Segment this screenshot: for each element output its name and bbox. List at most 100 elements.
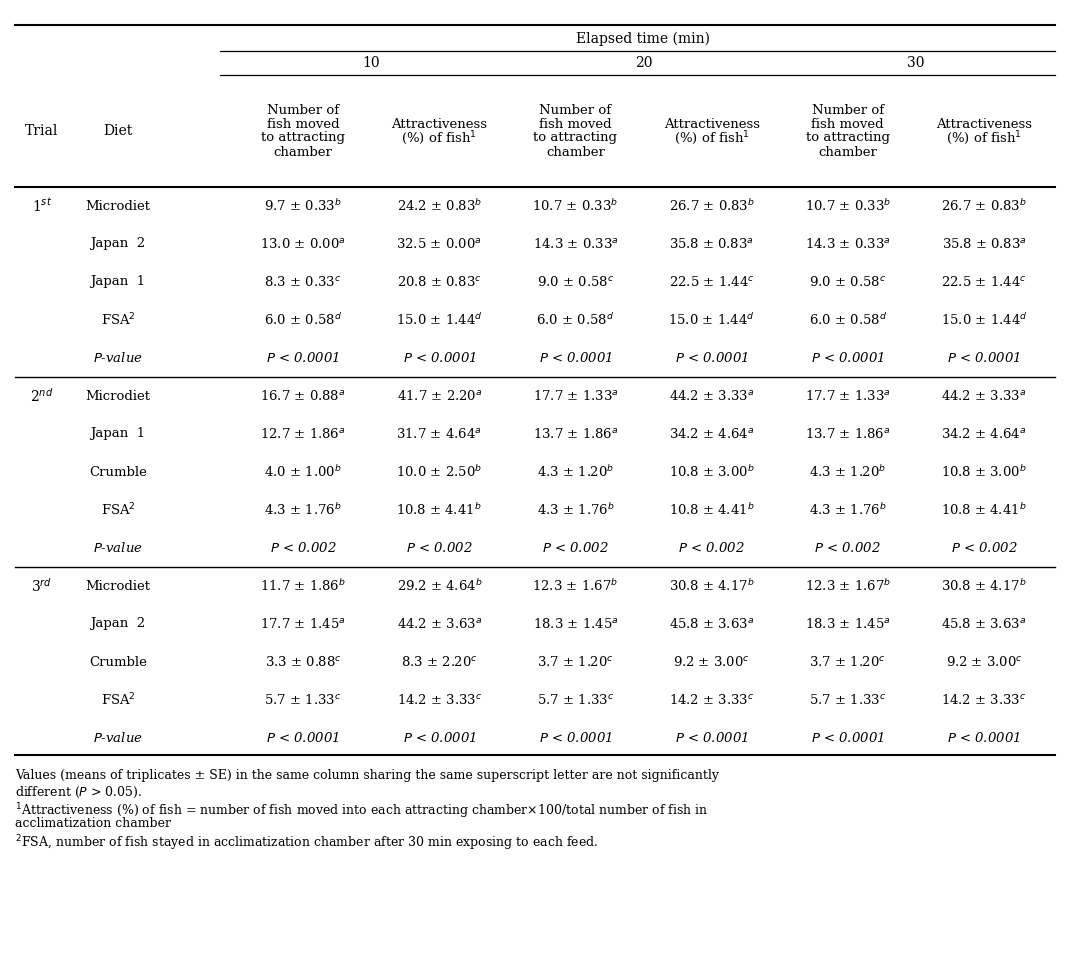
Text: 44.2 ± 3.63$^{a}$: 44.2 ± 3.63$^{a}$ [396,617,482,631]
Text: 4.3 ± 1.76$^{b}$: 4.3 ± 1.76$^{b}$ [808,502,886,518]
Text: Trial: Trial [26,124,59,138]
Text: FSA$^{2}$: FSA$^{2}$ [100,311,136,329]
Text: Diet: Diet [104,124,132,138]
Text: to attracting: to attracting [261,132,345,144]
Text: chamber: chamber [273,145,332,159]
Text: 14.3 ± 0.33$^{a}$: 14.3 ± 0.33$^{a}$ [533,237,618,251]
Text: 8.3 ± 2.20$^{c}$: 8.3 ± 2.20$^{c}$ [400,655,477,669]
Text: Japan  2: Japan 2 [91,618,145,630]
Text: Attractiveness: Attractiveness [391,118,487,131]
Text: 3.7 ± 1.20$^{c}$: 3.7 ± 1.20$^{c}$ [537,655,614,669]
Text: 18.3 ± 1.45$^{a}$: 18.3 ± 1.45$^{a}$ [533,617,618,631]
Text: $^{1}$Attractiveness (%) of fish = number of fish moved into each attracting cha: $^{1}$Attractiveness (%) of fish = numbe… [15,801,709,821]
Text: $P$ < 0.0001: $P$ < 0.0001 [403,351,476,365]
Text: 15.0 ± 1.44$^{d}$: 15.0 ± 1.44$^{d}$ [669,312,755,328]
Text: Crumble: Crumble [89,465,147,479]
Text: chamber: chamber [546,145,604,159]
Text: 11.7 ± 1.86$^{b}$: 11.7 ± 1.86$^{b}$ [261,578,346,594]
Text: Japan  1: Japan 1 [91,427,145,441]
Text: chamber: chamber [818,145,877,159]
Text: 30.8 ± 4.17$^{b}$: 30.8 ± 4.17$^{b}$ [941,578,1026,594]
Text: $P$ < 0.0001: $P$ < 0.0001 [947,351,1021,365]
Text: Number of: Number of [267,103,340,116]
Text: Number of: Number of [812,103,884,116]
Text: 10.8 ± 4.41$^{b}$: 10.8 ± 4.41$^{b}$ [669,502,754,518]
Text: fish moved: fish moved [812,118,884,131]
Text: Number of: Number of [539,103,612,116]
Text: 15.0 ± 1.44$^{d}$: 15.0 ± 1.44$^{d}$ [941,312,1027,328]
Text: Attractiveness: Attractiveness [936,118,1032,131]
Text: Japan  1: Japan 1 [91,276,145,288]
Text: 10.8 ± 4.41$^{b}$: 10.8 ± 4.41$^{b}$ [396,502,482,518]
Text: 4.3 ± 1.76$^{b}$: 4.3 ± 1.76$^{b}$ [264,502,342,518]
Text: 15.0 ± 1.44$^{d}$: 15.0 ± 1.44$^{d}$ [396,312,483,328]
Text: 12.3 ± 1.67$^{b}$: 12.3 ± 1.67$^{b}$ [532,578,618,594]
Text: 9.2 ± 3.00$^{c}$: 9.2 ± 3.00$^{c}$ [673,655,750,669]
Text: 10.0 ± 2.50$^{b}$: 10.0 ± 2.50$^{b}$ [396,464,483,480]
Text: 12.3 ± 1.67$^{b}$: 12.3 ± 1.67$^{b}$ [804,578,891,594]
Text: 14.3 ± 0.33$^{a}$: 14.3 ± 0.33$^{a}$ [805,237,891,251]
Text: $P$ < 0.002: $P$ < 0.002 [678,541,744,555]
Text: 10.7 ± 0.33$^{b}$: 10.7 ± 0.33$^{b}$ [532,198,618,214]
Text: 44.2 ± 3.33$^{a}$: 44.2 ± 3.33$^{a}$ [941,389,1026,403]
Text: 17.7 ± 1.45$^{a}$: 17.7 ± 1.45$^{a}$ [261,617,346,631]
Text: acclimatization chamber: acclimatization chamber [15,817,171,830]
Text: Attractiveness: Attractiveness [663,118,759,131]
Text: FSA$^{2}$: FSA$^{2}$ [100,502,136,518]
Text: 29.2 ± 4.64$^{b}$: 29.2 ± 4.64$^{b}$ [396,578,482,594]
Text: 6.0 ± 0.58$^{d}$: 6.0 ± 0.58$^{d}$ [808,312,886,328]
Text: 31.7 ± 4.64$^{a}$: 31.7 ± 4.64$^{a}$ [396,427,482,441]
Text: 6.0 ± 0.58$^{d}$: 6.0 ± 0.58$^{d}$ [264,312,342,328]
Text: Elapsed time (min): Elapsed time (min) [577,32,710,46]
Text: 45.8 ± 3.63$^{a}$: 45.8 ± 3.63$^{a}$ [669,617,754,631]
Text: 8.3 ± 0.33$^{c}$: 8.3 ± 0.33$^{c}$ [265,275,342,289]
Text: 3.7 ± 1.20$^{c}$: 3.7 ± 1.20$^{c}$ [810,655,886,669]
Text: 14.2 ± 3.33$^{c}$: 14.2 ± 3.33$^{c}$ [669,693,754,707]
Text: $P$ < 0.0001: $P$ < 0.0001 [947,731,1021,745]
Text: $P$ < 0.002: $P$ < 0.002 [406,541,473,555]
Text: Crumble: Crumble [89,656,147,668]
Text: 18.3 ± 1.45$^{a}$: 18.3 ± 1.45$^{a}$ [805,617,891,631]
Text: 13.7 ± 1.86$^{a}$: 13.7 ± 1.86$^{a}$ [533,427,618,441]
Text: $P$-value: $P$-value [93,731,143,745]
Text: 10.7 ± 0.33$^{b}$: 10.7 ± 0.33$^{b}$ [804,198,891,214]
Text: 12.7 ± 1.86$^{a}$: 12.7 ± 1.86$^{a}$ [261,427,346,441]
Text: 34.2 ± 4.64$^{a}$: 34.2 ± 4.64$^{a}$ [669,427,754,441]
Text: 32.5 ± 0.00$^{a}$: 32.5 ± 0.00$^{a}$ [396,237,482,251]
Text: Microdiet: Microdiet [85,390,151,402]
Text: 10.8 ± 3.00$^{b}$: 10.8 ± 3.00$^{b}$ [941,464,1026,480]
Text: 5.7 ± 1.33$^{c}$: 5.7 ± 1.33$^{c}$ [537,693,614,707]
Text: $P$ < 0.002: $P$ < 0.002 [270,541,336,555]
Text: 4.3 ± 1.76$^{b}$: 4.3 ± 1.76$^{b}$ [536,502,614,518]
Text: Values (means of triplicates ± SE) in the same column sharing the same superscri: Values (means of triplicates ± SE) in th… [15,769,719,782]
Text: 24.2 ± 0.83$^{b}$: 24.2 ± 0.83$^{b}$ [396,198,482,214]
Text: fish moved: fish moved [267,118,340,131]
Text: 41.7 ± 2.20$^{a}$: 41.7 ± 2.20$^{a}$ [396,389,482,403]
Text: $P$ < 0.0001: $P$ < 0.0001 [266,731,340,745]
Text: Japan  2: Japan 2 [91,238,145,250]
Text: to attracting: to attracting [805,132,890,144]
Text: 4.3 ± 1.20$^{b}$: 4.3 ± 1.20$^{b}$ [537,464,614,480]
Text: 10: 10 [362,56,380,70]
Text: 44.2 ± 3.33$^{a}$: 44.2 ± 3.33$^{a}$ [669,389,754,403]
Text: 20: 20 [634,56,653,70]
Text: 13.0 ± 0.00$^{a}$: 13.0 ± 0.00$^{a}$ [261,237,346,251]
Text: 30.8 ± 4.17$^{b}$: 30.8 ± 4.17$^{b}$ [669,578,754,594]
Text: 22.5 ± 1.44$^{c}$: 22.5 ± 1.44$^{c}$ [669,275,754,289]
Text: 20.8 ± 0.83$^{c}$: 20.8 ± 0.83$^{c}$ [397,275,482,289]
Text: fish moved: fish moved [539,118,612,131]
Text: 35.8 ± 0.83$^{a}$: 35.8 ± 0.83$^{a}$ [942,237,1026,251]
Text: $P$ < 0.0001: $P$ < 0.0001 [675,731,749,745]
Text: 9.7 ± 0.33$^{b}$: 9.7 ± 0.33$^{b}$ [264,198,342,214]
Text: 26.7 ± 0.83$^{b}$: 26.7 ± 0.83$^{b}$ [669,198,754,214]
Text: $P$-value: $P$-value [93,351,143,365]
Text: 45.8 ± 3.63$^{a}$: 45.8 ± 3.63$^{a}$ [941,617,1026,631]
Text: $P$ < 0.0001: $P$ < 0.0001 [675,351,749,365]
Text: (%) of fish$^{1}$: (%) of fish$^{1}$ [402,130,477,147]
Text: $^{2}$FSA, number of fish stayed in acclimatization chamber after 30 min exposin: $^{2}$FSA, number of fish stayed in accl… [15,833,598,853]
Text: 30: 30 [907,56,925,70]
Text: 22.5 ± 1.44$^{c}$: 22.5 ± 1.44$^{c}$ [941,275,1026,289]
Text: 3$^{rd}$: 3$^{rd}$ [31,577,52,595]
Text: 4.3 ± 1.20$^{b}$: 4.3 ± 1.20$^{b}$ [810,464,886,480]
Text: 13.7 ± 1.86$^{a}$: 13.7 ± 1.86$^{a}$ [805,427,891,441]
